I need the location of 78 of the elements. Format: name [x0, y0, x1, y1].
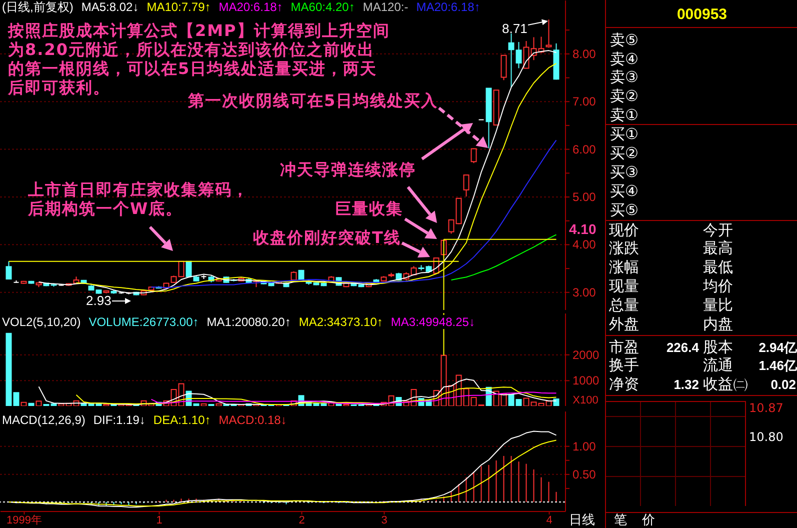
annotation: 上市首日即有庄家收集筹码，后期构筑一个W底。	[28, 180, 249, 218]
text: 外盘	[609, 314, 639, 332]
y-tick-label: 8.00	[572, 46, 596, 61]
text: DEA:1.10↑	[153, 413, 211, 427]
y-tick-label: 4.00	[572, 238, 596, 252]
text: MA60:4.20↑	[290, 0, 355, 14]
text: 现价	[609, 220, 639, 238]
text: 卖④	[610, 50, 638, 68]
text: 市盈	[609, 338, 639, 356]
text: 买⑤	[610, 200, 638, 218]
text: 流通	[703, 356, 733, 374]
text: 日线	[569, 512, 595, 528]
y-tick-label: 3.00	[572, 285, 596, 300]
y-axis-title: X100	[572, 394, 598, 406]
text: 卖③	[610, 68, 638, 86]
annotation: 巨量收集	[335, 199, 403, 218]
y-tick-label: 2000	[572, 348, 600, 362]
text: 价	[642, 512, 655, 528]
annotation: 8.71	[502, 21, 528, 36]
x-tick-label: 4	[546, 514, 552, 526]
chart-title: VOL2(5,10,20)	[2, 315, 81, 329]
text: 000953	[676, 6, 728, 23]
text: 0.02	[770, 376, 796, 392]
text: 卖②	[610, 86, 638, 104]
x-tick-label: 2	[298, 514, 305, 526]
text: 最高	[703, 239, 733, 258]
text: 1.46亿	[758, 358, 797, 372]
text: 涨跌	[609, 239, 639, 258]
chart-title: MACD(12,26,9)	[2, 413, 86, 427]
text: 总量	[609, 296, 639, 314]
text: 1.32	[674, 376, 699, 392]
text: 4.10	[569, 221, 596, 237]
annotation: 冲天导弹连续涨停	[280, 160, 416, 179]
y-tick-label: 1.00	[572, 439, 596, 454]
text: 买②	[610, 144, 638, 162]
text: 10.80	[749, 430, 784, 444]
text: 换手	[609, 356, 639, 374]
x-tick-label: 1999年	[6, 514, 42, 526]
annotation: 收盘价刚好突破T线	[253, 228, 401, 247]
text: 内盘	[703, 314, 733, 332]
text: 收益㈡	[703, 374, 748, 392]
text: MA1:20080.20↑	[206, 315, 291, 329]
legend-label: MA20:6.18↑	[218, 0, 283, 14]
text: VOLUME:26773.00↑	[88, 315, 199, 329]
text: DIF:1.19↓	[93, 413, 146, 427]
y-tick-label: 6.00	[572, 142, 596, 156]
text: MA10:7.79↑	[146, 0, 211, 14]
x-tick-label: 3	[381, 514, 388, 526]
text: 净资	[609, 374, 639, 392]
text: 10.87	[749, 401, 784, 415]
y-tick-label: 1000	[572, 374, 600, 388]
text: 买④	[610, 182, 638, 200]
text: 股本	[703, 338, 733, 356]
text: MA3:49948.25↓	[390, 315, 475, 329]
y-tick-label: 7.00	[572, 94, 596, 109]
text: 卖⑤	[610, 30, 638, 48]
text: 2.94亿	[758, 340, 797, 354]
text: MA2:34373.10↑	[298, 315, 383, 329]
x-tick-label: 1	[156, 514, 162, 526]
text: 笔	[614, 512, 627, 528]
text: 今开	[703, 220, 733, 238]
text: 现量	[609, 276, 639, 295]
text: MA20:6.18↑	[416, 0, 480, 14]
legend-label: MA120:-	[362, 0, 408, 14]
text: 买①	[610, 124, 638, 142]
text: 卖①	[610, 106, 638, 124]
text: 涨幅	[609, 258, 639, 276]
y-tick-label: 5.00	[572, 190, 596, 204]
text: 量比	[703, 296, 733, 314]
text: MACD:0.18↓	[218, 413, 287, 427]
annotation: 2.93	[86, 293, 112, 308]
text: 最低	[703, 258, 733, 276]
chart-title: (日线,前复权)	[2, 0, 74, 14]
text: 226.4	[666, 340, 699, 354]
text: 买③	[610, 162, 638, 180]
text: 均价	[703, 276, 733, 295]
text: MA5:8.02↓	[81, 0, 139, 14]
y-tick-label: 0.50	[572, 467, 596, 482]
